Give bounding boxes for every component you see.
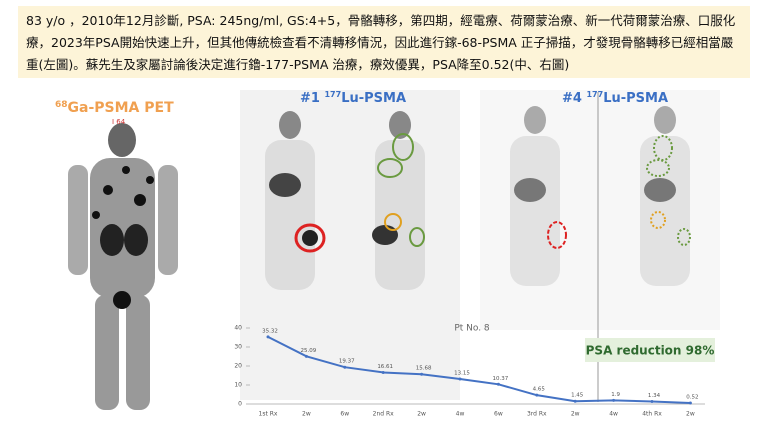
chart-title: Pt No. 8: [454, 324, 490, 334]
data-label: 13.15: [454, 371, 470, 377]
label-main: Lu-PSMA: [341, 91, 406, 106]
x-tick-label: 1st Rx: [259, 411, 278, 418]
data-label: 1.45: [571, 393, 584, 399]
image-label: #1 177Lu-PSMA: [300, 90, 406, 106]
pet-image: 68Ga-PSMA PET I 64: [55, 100, 178, 410]
data-point: [420, 372, 424, 376]
lu-scan-4: #4 177Lu-PSMA: [480, 90, 720, 330]
data-point: [612, 398, 616, 402]
data-point: [266, 335, 270, 339]
marker-text: I 64: [112, 118, 126, 126]
data-label: 25.09: [301, 348, 317, 354]
x-tick-label: 2w: [302, 411, 311, 418]
y-tick-label: 0: [238, 401, 242, 408]
data-line: [267, 335, 691, 405]
data-label: 0.52: [686, 395, 698, 401]
data-label: 1.34: [648, 393, 661, 399]
data-point: [573, 399, 577, 403]
label-sup: 177: [586, 90, 603, 99]
data-label: 15.68: [416, 366, 432, 372]
data-label: 35.32: [262, 328, 278, 334]
data-point: [458, 377, 462, 381]
y-tick-label: 40: [234, 325, 242, 332]
label-sup: 177: [324, 90, 341, 99]
y-tick-label: 10: [234, 382, 242, 389]
x-tick-label: 6w: [340, 411, 349, 418]
label-sup: 68: [55, 100, 68, 110]
x-tick-label: 4th Rx: [642, 411, 662, 418]
label-prefix: #1: [300, 91, 320, 106]
data-label: 1.9: [611, 392, 620, 398]
label-main: Ga-PSMA PET: [68, 100, 175, 116]
x-tick-label: 4w: [456, 411, 465, 418]
header-note: 83 y/o ，2010年12月診斷, PSA: 245ng/ml, GS:4+…: [18, 6, 750, 78]
image-label: 68Ga-PSMA PET: [55, 100, 174, 117]
annotation: PSA reduction 98%: [586, 344, 715, 358]
data-label: 4.65: [533, 387, 546, 393]
annotation-box: [585, 338, 715, 362]
y-tick-label: 20: [234, 363, 242, 370]
data-point: [381, 370, 385, 374]
x-tick-label: 4w: [609, 411, 618, 418]
x-tick-label: 2nd Rx: [373, 411, 395, 418]
x-tick-label: 3rd Rx: [527, 411, 547, 418]
data-point: [343, 365, 347, 369]
lu-scan-1: #1 177Lu-PSMA: [240, 90, 460, 400]
data-point: [535, 393, 539, 397]
data-point: [650, 399, 654, 403]
label-prefix: #4: [562, 91, 582, 106]
data-point: [304, 354, 308, 358]
x-tick-label: 6w: [494, 411, 503, 418]
y-tick-label: 30: [234, 344, 242, 351]
x-tick-label: 2w: [571, 411, 580, 418]
data-label: 10.37: [493, 376, 509, 382]
data-label: 19.37: [339, 359, 355, 365]
image-label: #4 177Lu-PSMA: [562, 90, 668, 106]
x-tick-label: 2w: [417, 411, 426, 418]
x-tick-label: 2w: [686, 411, 695, 418]
data-point: [688, 401, 692, 405]
data-label: 16.61: [377, 364, 393, 370]
label-main: Lu-PSMA: [603, 91, 668, 106]
data-point: [496, 382, 500, 386]
